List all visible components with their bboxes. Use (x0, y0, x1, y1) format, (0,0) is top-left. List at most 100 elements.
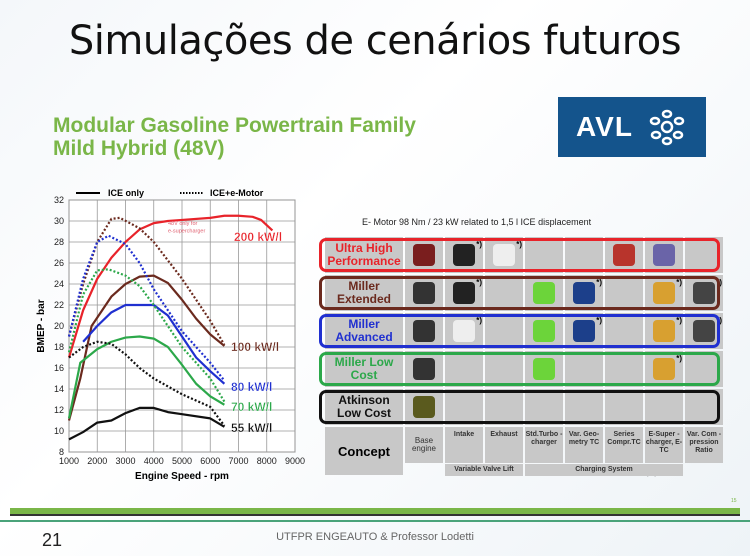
page-number: 21 (42, 530, 63, 550)
conrod-icon (693, 320, 715, 342)
row-label: Miller Advanced (335, 317, 393, 344)
column-header: E-Super - charger, E-TC (645, 427, 683, 463)
matrix-cell (645, 389, 683, 425)
y-tick-label: 28 (54, 237, 64, 247)
e-turbo-icon (653, 358, 675, 380)
engine-icon (413, 244, 435, 266)
x-tick-label: 4000 (144, 456, 164, 466)
column-header-label: Intake (453, 431, 475, 438)
series-label: 100 kW/l (231, 340, 279, 354)
annotation: 48V only for (168, 221, 198, 227)
column-header-label: Var. Geo- metry TC (568, 431, 600, 446)
matrix-cell (525, 275, 563, 311)
compressor-icon (613, 244, 635, 266)
series-label: 55 kW/l (231, 421, 272, 435)
concept-header-cell: Concept (325, 427, 403, 475)
optional-mark: *) (596, 316, 602, 325)
concept-row-outline (319, 238, 720, 272)
avl-logo: AVL (558, 97, 706, 157)
column-header: Var. Com - pression Ratio (685, 427, 723, 463)
y-tick-label: 8 (59, 447, 64, 457)
x-tick-label: 7000 (228, 456, 248, 466)
column-header-label: E-Super - charger, E-TC (645, 431, 683, 454)
row-label: Miller Low Cost (334, 355, 394, 382)
matrix-cell (605, 237, 643, 273)
x-tick-label: 8000 (257, 456, 277, 466)
row-label-cell: Miller Advanced (325, 313, 403, 349)
y-tick-label: 32 (54, 195, 64, 205)
engine-icon (413, 358, 435, 380)
matrix-cell (485, 275, 523, 311)
matrix-cell: *) (445, 275, 483, 311)
matrix-cell: *) (645, 313, 683, 349)
matrix-cell: *) (565, 313, 603, 349)
e-supercharger-icon (653, 244, 675, 266)
matrix-cell: *) (645, 275, 683, 311)
matrix-cell (605, 313, 643, 349)
series-line-dotted (68, 340, 226, 427)
matrix-cell (565, 237, 603, 273)
x-tick-label: 2000 (87, 456, 107, 466)
matrix-cell: *) (565, 275, 603, 311)
column-group-label: Variable Valve Lift (445, 464, 523, 476)
column-header-label: Std.Turbo - charger (525, 431, 563, 446)
concept-row-outline (319, 390, 720, 424)
matrix-cell: *) (445, 237, 483, 273)
matrix-cell (405, 237, 443, 273)
x-tick-label: 3000 (115, 456, 135, 466)
matrix-cell (485, 389, 523, 425)
series-line-solid (67, 214, 274, 358)
vgt-icon (573, 282, 595, 304)
concept-row-outline (319, 352, 720, 386)
series-line-dotted (67, 268, 226, 403)
column-header-label: Base engine (411, 436, 437, 453)
column-header: Intake (445, 427, 483, 463)
turbo-icon (533, 282, 555, 304)
bmep-chart: 1000 2000 3000 4000 5000 6000 7000 8000 9000 8 10 1… (36, 188, 305, 482)
y-tick-label: 26 (54, 258, 64, 268)
row-label-cell: Ultra High Performance (325, 237, 403, 273)
matrix-cell (405, 389, 443, 425)
y-tick-label: 16 (54, 363, 64, 373)
series-label: 200 kW/l (234, 230, 282, 244)
y-tick-label: 10 (54, 426, 64, 436)
matrix-cell (405, 313, 443, 349)
matrix-cell: *) (445, 313, 483, 349)
slide-title: Simulações de cenários futuros (68, 18, 682, 64)
column-header-label: Var. Com - pression Ratio (686, 431, 722, 454)
y-tick-label: 12 (54, 405, 64, 415)
matrix-cell (485, 313, 523, 349)
column-header: Std.Turbo - charger (525, 427, 563, 463)
matrix-cell (605, 275, 643, 311)
concept-label: Concept (338, 443, 390, 459)
conrod-icon (693, 282, 715, 304)
matrix-cell (525, 389, 563, 425)
subtitle-line-2: Mild Hybrid (48V) (53, 137, 225, 160)
annotation: e-supercharger (168, 229, 205, 235)
valve-icon (453, 320, 475, 342)
matrix-cell (525, 351, 563, 387)
optional-mark: *) (516, 240, 522, 249)
column-group-label: Charging System (525, 464, 683, 476)
column-header: Series Compr.TC (605, 427, 643, 463)
concept-row-outline (319, 314, 720, 348)
optional-mark: *) (676, 316, 682, 325)
series-line-solid (82, 303, 226, 385)
matrix-cell (525, 313, 563, 349)
concept-row-outline (319, 276, 720, 310)
e-turbo-icon (653, 320, 675, 342)
matrix-cell: *) (485, 237, 523, 273)
y-tick-label: 14 (54, 384, 64, 394)
x-tick-label: 9000 (285, 456, 305, 466)
valve-icon (493, 244, 515, 266)
matrix-cell (565, 351, 603, 387)
series-label: 80 kW/l (231, 380, 272, 394)
row-label: Miller Extended (336, 279, 391, 306)
matrix-cell (525, 237, 563, 273)
x-tick-label: 5000 (172, 456, 192, 466)
optional-mark: *) (476, 316, 482, 325)
avl-emblem-icon (649, 109, 685, 146)
column-header-label: Exhaust (490, 431, 518, 438)
subtitle-line-1: Modular Gasoline Powertrain Family (53, 114, 416, 137)
x-axis-label: Engine Speed - rpm (135, 471, 229, 482)
